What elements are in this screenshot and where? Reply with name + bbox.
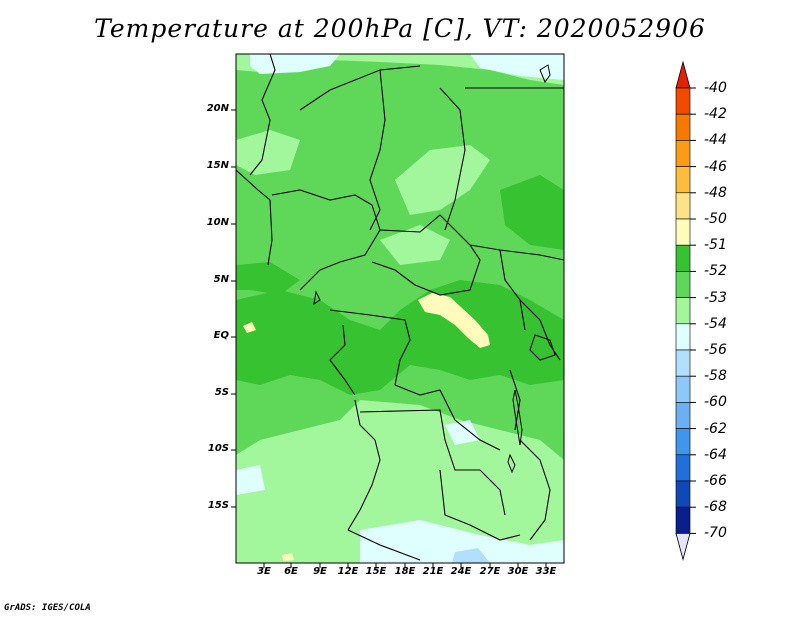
- lon-tick-label: 33E: [535, 566, 557, 577]
- colorbar-swatch: [675, 402, 691, 429]
- lon-tick-label: 27E: [479, 566, 501, 577]
- colorbar-swatch: [675, 271, 691, 298]
- field-region-56-southwest: [236, 465, 265, 495]
- lat-tick-label: 5N: [213, 274, 229, 285]
- grads-credit: GrADS: IGES/COLA: [4, 603, 91, 613]
- colorbar-swatch: [675, 375, 691, 403]
- colorbar-swatch: [675, 218, 691, 246]
- colorbar-tick-label: -64: [704, 446, 727, 463]
- lon-tick-label: 12E: [337, 566, 359, 577]
- lat-tick-label: 15S: [207, 500, 229, 511]
- lat-ticks: [231, 109, 236, 508]
- lat-tick-label: 10N: [206, 217, 229, 228]
- field-region-52-east: [500, 175, 564, 250]
- colorbar-swatch: [675, 244, 691, 272]
- colorbar-tick-label: -62: [704, 420, 727, 437]
- lon-tick-label: 3E: [257, 566, 271, 577]
- colorbar-swatch: [675, 428, 691, 456]
- colorbar-tick-label: -58: [704, 368, 727, 385]
- colorbar-swatch: [675, 166, 691, 194]
- colorbar-swatch: [675, 349, 691, 377]
- colorbar-swatch: [675, 506, 691, 534]
- field-region-51-patch: [418, 293, 490, 348]
- colorbar-swatch: [675, 192, 691, 220]
- lat-tick-label: EQ: [213, 330, 229, 341]
- plot-frame: [235, 53, 565, 564]
- lon-ticks: [263, 563, 547, 568]
- lon-tick-label: 24E: [450, 566, 472, 577]
- colorbar: [675, 60, 696, 561]
- field-region-54-chad: [380, 225, 450, 265]
- colorbar-tick-label: -46: [704, 158, 727, 175]
- field-region-56-bottom: [360, 520, 564, 563]
- colorbar-tick-label: -68: [704, 499, 727, 516]
- lon-tick-label: 9E: [313, 566, 327, 577]
- colorbar-tick-label: -54: [704, 315, 727, 332]
- field-region-54-sudan: [395, 145, 490, 215]
- colorbar-tick-label: -70: [704, 525, 727, 542]
- colorbar-tick-label: -48: [704, 184, 727, 201]
- field-region-56-topright: [470, 54, 564, 80]
- colorbar-swatch: [675, 323, 691, 351]
- lon-tick-label: 18E: [394, 566, 416, 577]
- field-region-58-south: [452, 548, 490, 563]
- colorbar-tick-label: -66: [704, 473, 727, 489]
- lake-outlines: [313, 64, 556, 474]
- colorbar-tick-label: -50: [704, 211, 727, 227]
- colorbar-tick-label: -44: [704, 132, 727, 149]
- colorbar-swatch: [675, 140, 691, 167]
- lon-tick-label: 15E: [365, 566, 387, 577]
- colorbar-swatch: [675, 87, 691, 115]
- field-region-52-west: [236, 262, 300, 295]
- field-region-51-west: [243, 322, 256, 333]
- field-region-56-topleft: [250, 54, 340, 74]
- field-region-52-equatorial: [236, 280, 564, 395]
- field-region-56-east: [445, 420, 480, 445]
- colorbar-swatch: [675, 480, 691, 508]
- colorbar-tick-label: -56: [704, 342, 727, 358]
- lon-tick-label: 21E: [422, 566, 444, 577]
- lat-tick-label: 10S: [207, 443, 229, 454]
- colorbar-top-triangle: [675, 60, 691, 89]
- lon-tick-label: 6E: [284, 566, 298, 577]
- field-region-54-sahel: [236, 130, 300, 175]
- colorbar-swatch: [675, 297, 691, 325]
- lat-tick-label: 20N: [206, 103, 229, 114]
- colorbar-swatch: [675, 454, 691, 482]
- colorbar-tick-label: -53: [704, 289, 727, 306]
- colorbar-tick-label: -52: [704, 263, 727, 280]
- country-borders: [236, 54, 564, 561]
- colorbar-tick-label: -40: [704, 80, 727, 96]
- field-region-51-south: [282, 553, 294, 561]
- colorbar-tick-label: -42: [704, 106, 727, 123]
- colorbar-tick-label: -60: [704, 394, 727, 411]
- colorbar-bottom-triangle: [675, 533, 691, 561]
- lat-tick-label: 5S: [214, 387, 229, 398]
- lat-tick-label: 15N: [206, 160, 229, 171]
- colorbar-swatch: [675, 113, 691, 141]
- lon-tick-label: 30E: [507, 566, 529, 577]
- chart-title: Temperature at 200hPa [C], VT: 202005290…: [94, 14, 706, 43]
- colorbar-tick-label: -51: [704, 237, 727, 254]
